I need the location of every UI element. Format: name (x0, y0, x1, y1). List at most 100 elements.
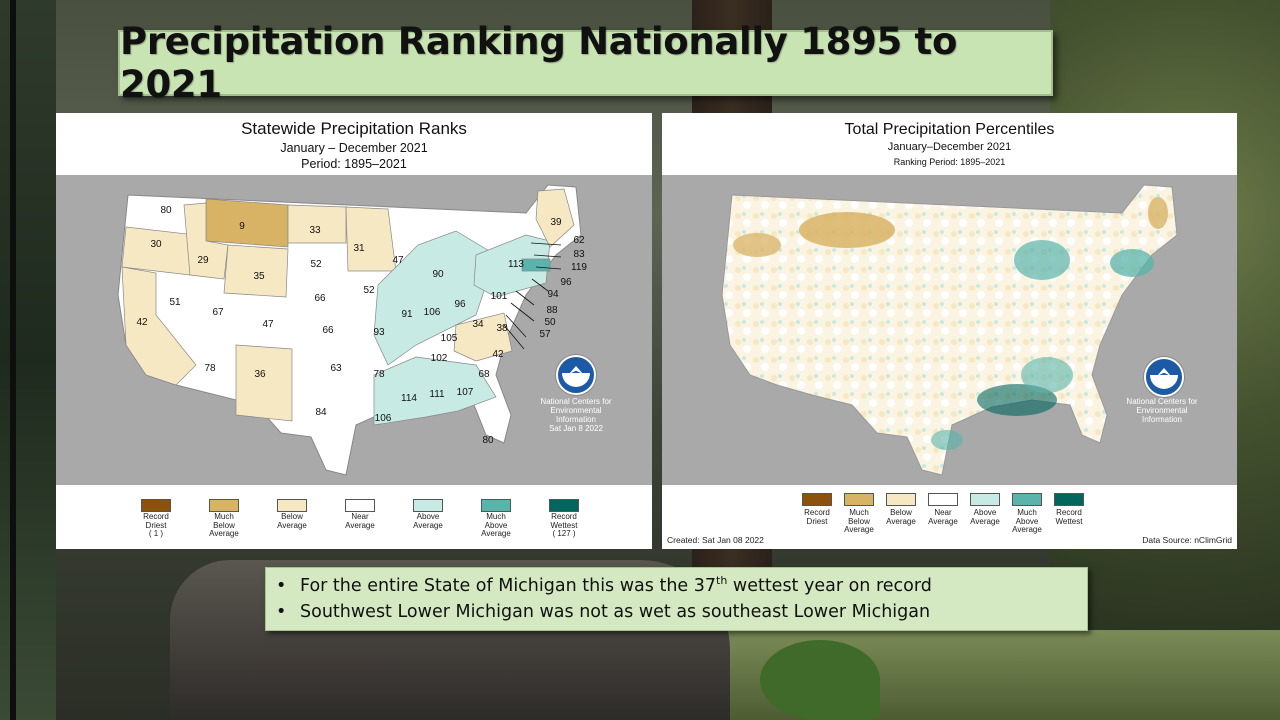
note-1-text-end: wettest year on record (727, 576, 932, 596)
region-virginia-nc (453, 312, 513, 362)
region-new-mexico (235, 344, 293, 422)
legend-swatch (277, 499, 307, 512)
state-rank-co: 47 (262, 319, 274, 330)
state-rank-md: 50 (544, 317, 556, 328)
state-rank-az: 78 (204, 363, 216, 374)
wet-blotch-texas (931, 430, 963, 450)
slide-title: Precipitation Ranking Nationally 1895 to… (120, 20, 958, 106)
state-rank-ar: 78 (373, 369, 385, 380)
region-massachusetts (521, 258, 551, 272)
legend-label: Much Below Average (844, 508, 874, 534)
state-rank-wy: 35 (253, 271, 265, 282)
right-map-credit: National Centers for Environmental Infor… (1126, 397, 1198, 424)
state-rank-mt: 9 (239, 221, 245, 232)
legend-swatch (886, 493, 916, 506)
legend-swatch (802, 493, 832, 506)
state-rank-oh: 96 (454, 299, 466, 310)
legend-swatch (481, 499, 511, 512)
legend-label: Record Wettest (1055, 508, 1083, 526)
right-map-source: Data Source: nClimGrid (1142, 535, 1232, 545)
state-rank-labels: 80 30 42 29 51 9 35 67 78 47 36 33 52 66 66 63 84 31 52 93 7… (136, 205, 587, 446)
state-rank-ks: 66 (322, 325, 334, 336)
state-rank-ma: 119 (571, 262, 587, 273)
region-california (121, 266, 197, 386)
legend-label: Much Above Average (481, 512, 511, 538)
noaa-logo-icon (556, 355, 596, 395)
legend-swatch (970, 493, 1000, 506)
state-rank-or: 30 (150, 239, 162, 250)
right-map-created: Created: Sat Jan 08 2022 (667, 535, 764, 545)
state-rank-nj: 94 (547, 289, 559, 300)
dry-blotch-northwest (733, 233, 781, 257)
wet-blotch-gulf (977, 384, 1057, 416)
legend-swatch (1012, 493, 1042, 506)
state-rank-wa: 80 (160, 205, 172, 216)
note-1-text: For the entire State of Michigan this wa… (300, 576, 717, 596)
legend-label: Record Driest (804, 508, 830, 526)
state-rank-nm: 36 (254, 369, 266, 380)
state-rank-de: 88 (546, 305, 558, 316)
left-map-legend: Record Driest ( 1 ) Much Below Average Bel… (56, 485, 652, 549)
state-rank-wi: 47 (392, 255, 404, 266)
right-map-title: Total Precipitation Percentiles (844, 121, 1055, 138)
state-rank-vt: 83 (573, 249, 585, 260)
state-rank-sc: 68 (478, 369, 490, 380)
region-north-dakota (287, 204, 347, 244)
notes-box: • For the entire State of Michigan this … (265, 567, 1088, 631)
right-map-subtitle-2: Ranking Period: 1895–2021 (893, 157, 1006, 167)
region-maine (535, 188, 575, 248)
state-rank-id: 29 (197, 255, 209, 266)
region-northeast-wet (473, 234, 551, 298)
state-rank-wv: 34 (472, 319, 484, 330)
statewide-rank-map: 80 30 42 29 51 9 35 67 78 47 36 33 52 66 66 63 84 31 52 93 7… (117, 184, 587, 476)
legend-swatch (345, 499, 375, 512)
region-midwest-wet (373, 230, 497, 366)
state-rank-ia: 52 (363, 285, 375, 296)
dry-blotch-montana (799, 212, 895, 248)
state-rank-ga: 107 (457, 387, 474, 398)
note-2-text: Southwest Lower Michigan was not as wet … (300, 602, 931, 622)
state-rank-ky: 105 (441, 333, 458, 344)
state-rank-mo: 93 (373, 327, 385, 338)
statewide-ranks-panel: Statewide Precipitation Ranks January – … (56, 113, 652, 549)
region-oregon (121, 226, 197, 276)
bullet-icon: • (276, 576, 287, 596)
state-rank-sd: 52 (310, 259, 322, 270)
wet-blotch-michigan (1014, 240, 1070, 280)
state-rank-mi: 90 (432, 269, 444, 280)
state-rank-mn: 31 (353, 243, 365, 254)
legend-label: Above Average (413, 512, 443, 530)
region-southeast-wet (373, 356, 497, 426)
legend-label: Much Below Average (209, 512, 239, 538)
bullet-icon: • (276, 602, 287, 622)
background-foliage (0, 0, 56, 720)
background-frame-edge (10, 0, 16, 720)
state-rank-al: 111 (429, 389, 445, 400)
state-rank-ok: 63 (330, 363, 342, 374)
region-wyoming (223, 244, 289, 298)
state-rank-tn: 102 (431, 353, 448, 364)
left-map-area: 80 30 42 29 51 9 35 67 78 47 36 33 52 66 66 63 84 31 52 93 7… (56, 175, 652, 485)
state-rank-ny: 113 (508, 259, 524, 270)
noaa-logo-icon-right (1144, 357, 1184, 397)
state-rank-ut: 67 (212, 307, 224, 318)
legend-label: Record Wettest ( 127 ) (550, 512, 578, 538)
state-rank-il: 91 (401, 309, 413, 320)
note-southwest-michigan: • Southwest Lower Michigan was not as we… (276, 599, 1077, 625)
legend-label: Record Driest ( 1 ) (143, 512, 169, 538)
legend-swatch (1054, 493, 1084, 506)
dry-blotch-maine (1148, 197, 1168, 229)
state-rank-in: 106 (424, 307, 441, 318)
right-map-legend: Record Driest Much Below Average Below Ave… (662, 485, 1237, 549)
left-map-subtitle-1: January – December 2021 (280, 141, 428, 155)
percentiles-panel: Total Precipitation Percentiles January–… (662, 113, 1237, 549)
state-rank-fl: 80 (482, 435, 494, 446)
legend-label: Near Average (928, 508, 958, 526)
note-1-superscript: th (716, 574, 728, 588)
state-rank-ne: 66 (314, 293, 326, 304)
left-map-subtitle-2: Period: 1895–2021 (301, 157, 407, 171)
legend-label: Near Average (345, 512, 375, 530)
state-rank-nd: 33 (309, 225, 321, 236)
state-rank-ct: 96 (560, 277, 572, 288)
slide-title-box: Precipitation Ranking Nationally 1895 to… (118, 20, 1053, 106)
